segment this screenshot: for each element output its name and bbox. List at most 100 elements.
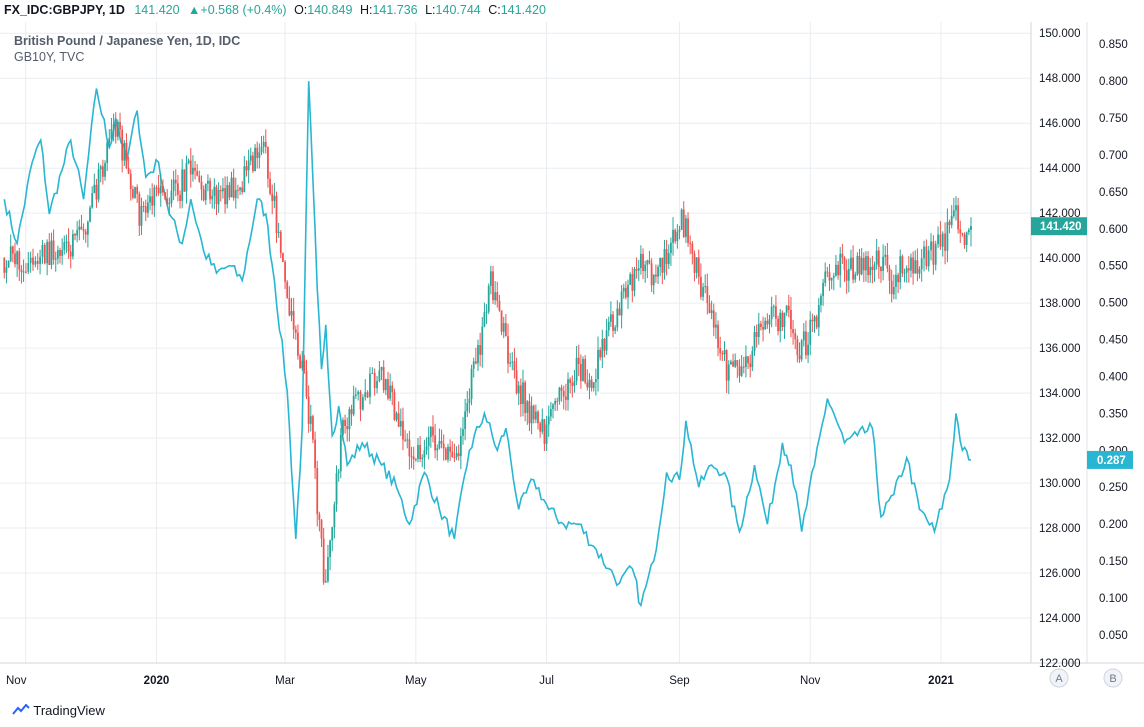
candle-body — [95, 184, 98, 200]
candle-body — [549, 409, 552, 417]
candle-body — [802, 331, 805, 341]
candle-body — [378, 370, 381, 381]
candle-body — [564, 396, 567, 400]
candle-body — [517, 385, 520, 394]
candle-body — [941, 233, 944, 247]
candle-body — [809, 319, 812, 345]
candle-body — [344, 419, 346, 427]
right-tick-label: 0.850 — [1099, 39, 1128, 51]
candle-body — [706, 286, 709, 304]
candle-body — [796, 339, 799, 356]
axis-b-button[interactable]: B — [1103, 668, 1123, 688]
axis-a-button[interactable]: A — [1049, 668, 1069, 688]
candle-body — [852, 257, 854, 280]
candle-body — [27, 263, 30, 272]
axis-a-label: A — [1055, 673, 1063, 685]
candle-body — [895, 274, 897, 287]
candle-body — [479, 345, 482, 355]
left-tick-label: 140.000 — [1039, 253, 1081, 265]
candle-body — [689, 243, 692, 245]
candle-body — [239, 187, 241, 191]
candle-body — [511, 361, 514, 363]
candle-body — [366, 392, 369, 398]
candle-body — [108, 138, 111, 143]
candle-body — [177, 183, 179, 195]
candle-body — [444, 448, 447, 460]
close-value: 141.420 — [500, 3, 546, 17]
candle-body — [112, 124, 115, 129]
candle-body — [629, 274, 632, 285]
candle-body — [127, 167, 130, 174]
candle-body — [200, 181, 203, 190]
candle-body — [183, 169, 186, 192]
candle-body — [528, 401, 531, 424]
candle-body — [624, 287, 627, 298]
candle-body — [704, 286, 707, 288]
candle-body — [710, 310, 713, 313]
candle-body — [637, 268, 640, 271]
candle-body — [558, 387, 561, 401]
candle-body — [97, 169, 100, 200]
open-value: 140.849 — [307, 3, 353, 17]
left-tick-label: 146.000 — [1039, 118, 1081, 130]
candle-body — [500, 310, 503, 332]
candle-body — [466, 403, 469, 412]
left-tick-label: 122.000 — [1039, 658, 1081, 670]
candle-body — [123, 142, 126, 161]
candle-body — [605, 330, 608, 351]
candle-body — [616, 308, 619, 328]
right-tick-label: 0.550 — [1099, 261, 1128, 273]
candle-body — [63, 242, 66, 251]
candle-body — [693, 253, 696, 273]
gb10y-price-axis[interactable]: 0.0500.1000.1500.2000.2500.3000.3500.400… — [1099, 39, 1128, 642]
candle-body — [256, 147, 259, 159]
candle-body — [438, 440, 441, 449]
candle-body — [144, 206, 147, 213]
candle-body — [282, 253, 284, 263]
right-tick-label: 0.650 — [1099, 187, 1128, 199]
candle-body — [174, 179, 177, 184]
candle-body — [434, 435, 437, 451]
candle-body — [204, 183, 207, 201]
time-axis[interactable]: Nov 2020 Mar May Jul Sep Nov 2021 — [6, 675, 954, 687]
candle-body — [736, 360, 739, 366]
main-series-legend[interactable]: British Pound / Japanese Yen, 1D, IDC — [14, 34, 241, 48]
x-tick-label: Sep — [669, 675, 689, 687]
candle-body — [483, 312, 486, 327]
candle-body — [159, 185, 162, 194]
candle-body — [740, 366, 743, 376]
candle-body — [873, 264, 876, 271]
candle-body — [963, 234, 966, 245]
candle-body — [489, 271, 492, 286]
candle-body — [286, 281, 289, 298]
candle-body — [196, 170, 199, 176]
candle-body — [241, 187, 244, 193]
symbol-label[interactable]: FX_IDC:GBPJPY, 1D — [4, 3, 125, 17]
candle-body — [110, 128, 113, 139]
candle-body — [854, 274, 857, 280]
candle-body — [234, 189, 237, 198]
candle-body — [785, 305, 788, 313]
tradingview-logo[interactable]: TradingView — [12, 703, 105, 718]
gbpjpy-price-axis[interactable]: 122.000 124.000 126.000 128.000 130.000 132.0… — [1039, 28, 1081, 670]
candle-body — [903, 272, 906, 274]
candle-body — [747, 356, 749, 364]
candle-body — [560, 387, 563, 391]
candle-body — [314, 439, 316, 469]
candle-body — [440, 440, 443, 444]
candle-body — [149, 196, 151, 203]
candle-body — [119, 121, 121, 130]
candle-body — [571, 382, 574, 386]
left-tick-label: 150.000 — [1039, 28, 1081, 40]
candle-body — [157, 187, 160, 194]
left-tick-label: 126.000 — [1039, 568, 1081, 580]
candle-body — [532, 405, 535, 420]
compare-series-legend[interactable]: GB10Y, TVC — [14, 50, 85, 64]
candle-body — [916, 260, 919, 274]
candle-body — [207, 180, 209, 184]
candle-body — [451, 451, 454, 457]
price-chart[interactable]: 122.000 124.000 126.000 128.000 130.000 132.0… — [0, 0, 1144, 697]
candle-body — [74, 234, 76, 236]
candle-body — [106, 142, 109, 164]
candle-body — [262, 141, 265, 147]
